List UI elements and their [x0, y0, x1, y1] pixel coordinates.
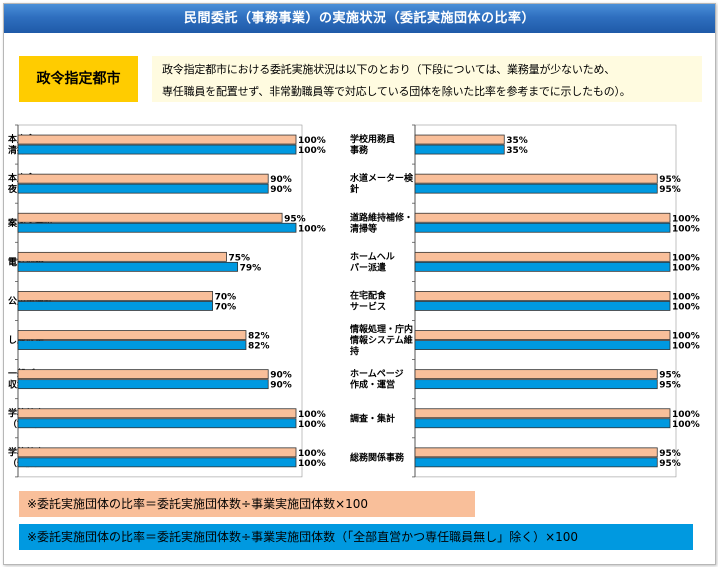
- data-label: 95%: [659, 381, 681, 391]
- bar-series-1: [17, 291, 214, 301]
- data-label: 70%: [215, 302, 237, 312]
- category-badge-label: 政令指定都市: [36, 71, 121, 87]
- bar-series-2: [17, 144, 297, 155]
- bar-series-2: [414, 222, 671, 233]
- data-label: 90%: [270, 175, 292, 185]
- data-label: 90%: [270, 185, 292, 195]
- plot-area: [414, 124, 677, 478]
- footnote-adjusted: ※委託実施団体の比率＝委託実施団体数÷事業実施団体数（「全部直営かつ専任職員無し…: [19, 524, 693, 550]
- bar-series-1: [414, 330, 671, 340]
- data-label: 100%: [672, 332, 700, 342]
- data-label: 35%: [506, 136, 528, 146]
- bar-series-1: [17, 173, 269, 184]
- bar-series-1: [414, 173, 658, 184]
- bar-series-1: [17, 330, 247, 340]
- data-label: 95%: [659, 459, 681, 469]
- data-label: 100%: [672, 224, 700, 234]
- category-label: 道路維持補修・清掃等: [350, 211, 413, 234]
- title-bar: 民間委託（事務事業）の実施状況（委託実施団体の比率）: [4, 4, 715, 33]
- bar-series-1: [414, 369, 658, 380]
- bar-series-1: [17, 134, 297, 145]
- bar-series-2: [17, 301, 214, 311]
- bar-series-1: [17, 408, 297, 419]
- bar-series-2: [414, 457, 658, 468]
- data-label: 100%: [298, 420, 326, 430]
- bar-series-2: [17, 183, 269, 194]
- data-label: 100%: [672, 263, 700, 273]
- data-label: 100%: [672, 420, 700, 430]
- data-label: 95%: [284, 214, 306, 224]
- bar-series-1: [414, 408, 671, 419]
- bar-series-1: [414, 251, 671, 262]
- plot-area: [17, 124, 303, 478]
- bar-series-2: [17, 340, 247, 350]
- data-label: 95%: [659, 175, 681, 185]
- data-label: 82%: [248, 332, 270, 342]
- category-label: ホームヘルパー派遣: [350, 251, 395, 273]
- bar-series-2: [17, 261, 239, 272]
- category-badge: 政令指定都市: [19, 56, 138, 102]
- data-label: 35%: [506, 146, 528, 156]
- data-label: 100%: [298, 136, 326, 146]
- category-label: ホームページ作成・運営: [350, 369, 404, 391]
- bar-series-2: [17, 457, 297, 468]
- bar-series-2: [414, 379, 658, 390]
- bar-series-1: [17, 251, 227, 262]
- data-label: 95%: [659, 449, 681, 459]
- data-label: 82%: [248, 342, 270, 352]
- page-title: 民間委託（事務事業）の実施状況（委託実施団体の比率）: [183, 11, 535, 26]
- data-label: 100%: [298, 449, 326, 459]
- chart-panel-2: 学校用務員事務35%35%水道メーター検針95%95%道路維持補修・清掃等100…: [349, 124, 700, 478]
- bar-series-1: [17, 212, 283, 223]
- data-label: 100%: [298, 410, 326, 420]
- bar-series-2: [414, 183, 658, 194]
- data-label: 100%: [672, 253, 700, 263]
- category-label: 在宅配食サービス: [350, 289, 387, 312]
- data-label: 95%: [659, 371, 681, 381]
- bar-series-1: [17, 447, 297, 458]
- category-label: 情報処理・庁内情報システム維持: [349, 323, 413, 357]
- bar-series-1: [414, 291, 671, 301]
- description-line-1: 政令指定都市における委託実施状況は以下のとおり（下段については、業務量が少ないた…: [162, 63, 616, 76]
- bar-series-2: [414, 340, 671, 350]
- data-label: 100%: [298, 459, 326, 469]
- bar-series-2: [17, 418, 297, 429]
- data-label: 100%: [298, 224, 326, 234]
- category-label: 水道メーター検針: [350, 172, 414, 195]
- footnote-adjusted-text: ※委託実施団体の比率＝委託実施団体数÷事業実施団体数（「全部直営かつ専任職員無し…: [27, 530, 579, 544]
- description-box: 政令指定都市における委託実施状況は以下のとおり（下段については、業務量が少ないた…: [152, 56, 702, 102]
- data-label: 90%: [270, 381, 292, 391]
- data-label: 100%: [298, 146, 326, 156]
- footnote-standard-text: ※委託実施団体の比率＝委託実施団体数÷事業実施団体数×100: [27, 497, 369, 511]
- data-label: 75%: [229, 253, 251, 263]
- bar-series-1: [414, 212, 671, 223]
- bar-series-2: [414, 418, 671, 429]
- category-label: 調査・集計: [350, 412, 395, 424]
- bar-series-2: [17, 379, 269, 390]
- data-label: 90%: [270, 371, 292, 381]
- footnote-standard: ※委託実施団体の比率＝委託実施団体数÷事業実施団体数×100: [19, 491, 475, 517]
- category-label: 学校用務員事務: [350, 133, 395, 156]
- bar-series-2: [17, 222, 297, 233]
- bar-series-1: [414, 134, 505, 145]
- data-label: 100%: [672, 302, 700, 312]
- data-label: 100%: [672, 410, 700, 420]
- data-label: 100%: [672, 214, 700, 224]
- data-label: 70%: [215, 292, 237, 302]
- bar-series-2: [414, 261, 671, 272]
- data-label: 95%: [659, 185, 681, 195]
- bar-series-2: [414, 301, 671, 311]
- data-label: 100%: [672, 292, 700, 302]
- description-line-2: 専任職員を配置せず、非常勤職員等で対応している団体を除いた比率を参考までに示した…: [162, 85, 631, 98]
- category-label: 総務関係事務: [350, 451, 405, 463]
- bar-series-1: [414, 447, 658, 458]
- bar-series-2: [414, 144, 505, 155]
- bar-series-1: [17, 369, 269, 380]
- data-label: 79%: [240, 263, 262, 273]
- chart-panel-1: 本庁舎の清掃100%100%本庁舎の夜間警備90%90%案内・受付95%100%…: [7, 124, 326, 478]
- data-label: 100%: [672, 342, 700, 352]
